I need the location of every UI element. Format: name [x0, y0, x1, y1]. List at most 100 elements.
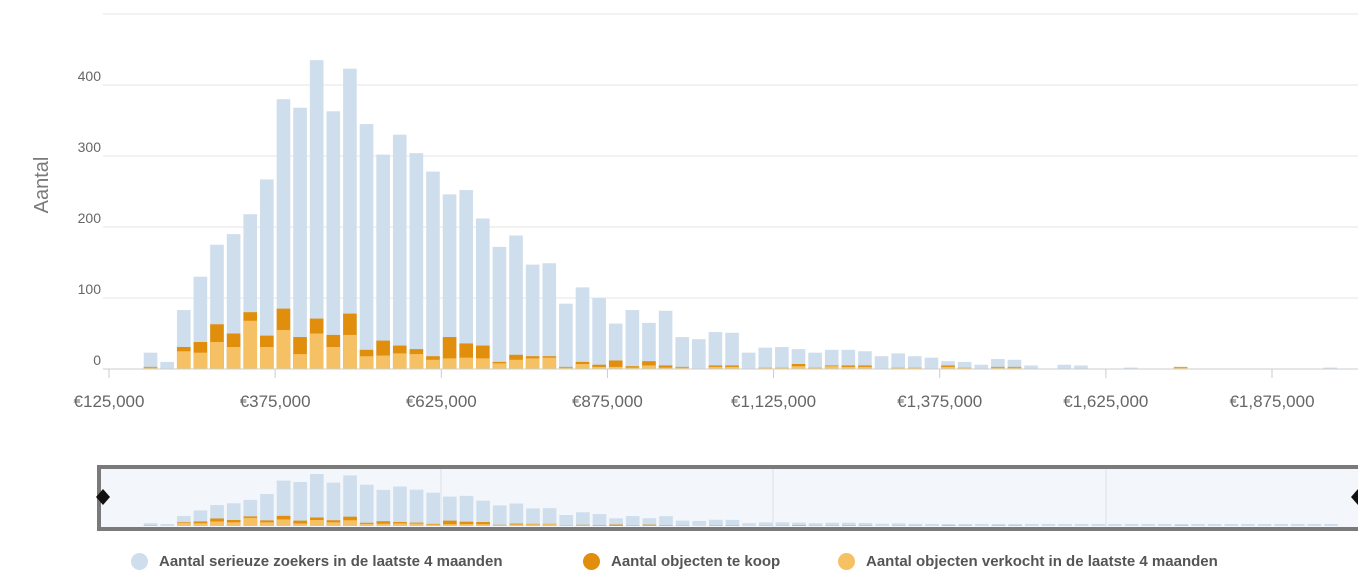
- sold-bar[interactable]: [210, 342, 224, 369]
- legend-item-searchers[interactable]: Aantal serieuze zoekers in de laatste 4 …: [131, 553, 502, 570]
- sold-bar[interactable]: [841, 366, 856, 369]
- sold-bar[interactable]: [293, 354, 307, 369]
- sold-bar[interactable]: [907, 367, 922, 369]
- sold-bar[interactable]: [625, 367, 640, 369]
- sold-bar[interactable]: [243, 320, 258, 369]
- sold-bar[interactable]: [176, 351, 191, 369]
- sold-bar[interactable]: [559, 367, 573, 369]
- sold-bar[interactable]: [941, 366, 955, 369]
- sold-bar[interactable]: [459, 357, 474, 369]
- searchers-bar[interactable]: [326, 111, 341, 370]
- sold-bar[interactable]: [276, 329, 291, 369]
- searchers-bar[interactable]: [160, 361, 174, 369]
- sold-bar[interactable]: [226, 346, 241, 369]
- searchers-bar[interactable]: [426, 171, 440, 369]
- searchers-bar[interactable]: [608, 323, 623, 369]
- sold-bar[interactable]: [575, 364, 590, 369]
- for-sale-bar[interactable]: [658, 365, 673, 369]
- searchers-bar[interactable]: [991, 359, 1005, 369]
- sold-bar[interactable]: [758, 367, 773, 369]
- sold-bar[interactable]: [409, 354, 424, 369]
- searchers-bar[interactable]: [841, 349, 856, 369]
- sold-bar[interactable]: [525, 358, 540, 369]
- sold-bar[interactable]: [476, 358, 490, 369]
- sold-bar[interactable]: [991, 367, 1005, 369]
- sold-bar[interactable]: [542, 357, 557, 369]
- searchers-bar[interactable]: [575, 287, 590, 369]
- sold-bar[interactable]: [858, 366, 872, 369]
- searchers-bar[interactable]: [808, 352, 822, 369]
- searchers-bar[interactable]: [858, 351, 872, 369]
- searchers-bar[interactable]: [525, 264, 540, 369]
- legend-item-for-sale[interactable]: Aantal objecten te koop: [583, 553, 780, 570]
- sold-bar[interactable]: [775, 367, 789, 369]
- navigator-right-handle[interactable]: [1351, 489, 1358, 505]
- searchers-bar[interactable]: [143, 352, 158, 369]
- searchers-bar[interactable]: [376, 154, 390, 369]
- sold-bar[interactable]: [492, 363, 507, 369]
- sold-bar[interactable]: [708, 366, 723, 369]
- searchers-bar[interactable]: [442, 194, 457, 369]
- sold-bar[interactable]: [791, 366, 806, 369]
- searchers-bar[interactable]: [1024, 365, 1038, 369]
- sold-bar[interactable]: [957, 367, 972, 369]
- searchers-bar[interactable]: [941, 361, 955, 369]
- searchers-bar[interactable]: [476, 218, 490, 369]
- searchers-bar[interactable]: [276, 99, 291, 369]
- sold-bar[interactable]: [343, 334, 357, 369]
- sold-bar[interactable]: [808, 367, 822, 369]
- searchers-bar[interactable]: [974, 364, 989, 369]
- searchers-bar[interactable]: [708, 332, 723, 369]
- searchers-bar[interactable]: [874, 356, 889, 369]
- searchers-bar[interactable]: [359, 124, 374, 369]
- sold-bar[interactable]: [658, 367, 673, 369]
- sold-bar[interactable]: [193, 352, 208, 369]
- searchers-bar[interactable]: [309, 60, 324, 370]
- sold-bar[interactable]: [1173, 367, 1188, 369]
- sold-bar[interactable]: [642, 365, 656, 369]
- sold-bar[interactable]: [725, 366, 739, 369]
- for-sale-bar[interactable]: [642, 361, 656, 369]
- searchers-bar[interactable]: [392, 134, 407, 369]
- searchers-bar[interactable]: [409, 153, 424, 369]
- searchers-bar[interactable]: [658, 310, 673, 369]
- sold-bar[interactable]: [675, 367, 690, 369]
- searchers-bar[interactable]: [293, 107, 307, 369]
- searchers-bar[interactable]: [1057, 364, 1072, 369]
- searchers-bar[interactable]: [492, 246, 507, 369]
- searchers-bar[interactable]: [509, 235, 523, 369]
- searchers-bar[interactable]: [592, 298, 606, 369]
- searchers-bar[interactable]: [260, 179, 274, 369]
- range-navigator[interactable]: [96, 465, 1358, 531]
- sold-bar[interactable]: [359, 356, 374, 369]
- sold-bar[interactable]: [309, 333, 324, 370]
- sold-bar[interactable]: [509, 359, 523, 369]
- sold-bar[interactable]: [260, 346, 274, 369]
- searchers-bar[interactable]: [459, 190, 474, 369]
- sold-bar[interactable]: [824, 366, 839, 369]
- searchers-bar[interactable]: [542, 263, 557, 369]
- searchers-bar[interactable]: [775, 346, 789, 369]
- searchers-bar[interactable]: [642, 322, 656, 369]
- sold-bar[interactable]: [891, 367, 905, 369]
- searchers-bar[interactable]: [824, 349, 839, 369]
- searchers-bar[interactable]: [891, 353, 905, 369]
- for-sale-bar[interactable]: [608, 360, 623, 369]
- searchers-bar[interactable]: [758, 347, 773, 369]
- sold-bar[interactable]: [326, 346, 341, 369]
- searchers-bar[interactable]: [1323, 367, 1337, 369]
- searchers-bar[interactable]: [957, 361, 972, 369]
- searchers-bar[interactable]: [675, 337, 690, 369]
- searchers-bar[interactable]: [741, 352, 756, 369]
- searchers-bar[interactable]: [1007, 359, 1022, 369]
- sold-bar[interactable]: [143, 367, 158, 369]
- sold-bar[interactable]: [426, 359, 440, 369]
- searchers-bar[interactable]: [725, 332, 739, 369]
- searchers-bar[interactable]: [691, 339, 706, 369]
- navigator-left-handle[interactable]: [96, 489, 110, 505]
- sold-bar[interactable]: [392, 353, 407, 369]
- searchers-bar[interactable]: [924, 357, 939, 369]
- searchers-bar[interactable]: [907, 356, 922, 369]
- sold-bar[interactable]: [608, 366, 623, 369]
- sold-bar[interactable]: [592, 366, 606, 369]
